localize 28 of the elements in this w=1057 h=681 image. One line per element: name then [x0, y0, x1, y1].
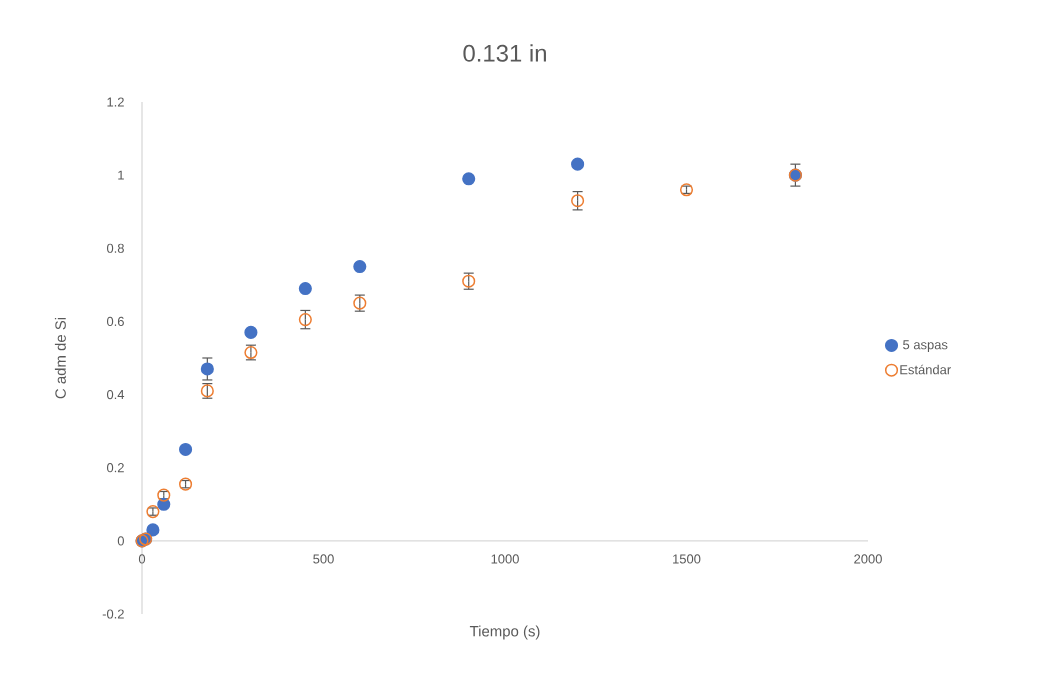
y-tick-label: 0.2	[106, 463, 124, 473]
point	[244, 325, 258, 339]
y-tick-label: 0.8	[106, 243, 124, 253]
point	[146, 523, 160, 537]
x-tick-label: 2000	[854, 554, 882, 564]
point	[462, 172, 476, 186]
point	[298, 313, 312, 327]
y-tick-label: 0.4	[106, 389, 125, 400]
legend-label: 5 aspas	[903, 340, 948, 352]
x-tick-label: 1000	[491, 554, 519, 564]
point	[571, 157, 585, 171]
x-tick-label: 500	[313, 554, 334, 564]
chart-title: 0.131 in	[463, 44, 546, 62]
legend-label: Estándar	[900, 364, 951, 375]
y-tick-label: -0.2	[102, 609, 124, 619]
y-axis-title: C adm de Si	[54, 317, 66, 399]
point	[298, 281, 312, 296]
x-tick-label: 0	[138, 554, 146, 564]
x-axis-title: Tiempo (s)	[469, 625, 540, 640]
point	[200, 362, 214, 376]
x-tick-label: 1500	[673, 554, 701, 564]
y-tick-label: 1	[118, 170, 124, 180]
point	[179, 442, 193, 456]
y-tick-label: 0.6	[106, 316, 124, 327]
point	[571, 194, 585, 208]
y-tick-label: 0	[117, 536, 124, 546]
point	[353, 260, 367, 274]
y-tick-label: 1.2	[107, 97, 124, 107]
